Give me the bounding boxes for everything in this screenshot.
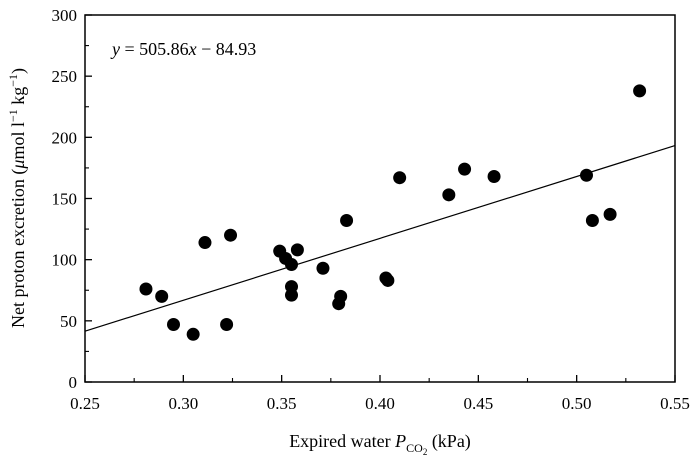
- data-point: [316, 261, 330, 275]
- y-tick-label: 0: [69, 373, 78, 392]
- data-point: [393, 171, 407, 185]
- equation-x: x: [188, 39, 197, 59]
- data-point: [442, 188, 456, 202]
- equation-intercept: − 84.93: [197, 39, 257, 59]
- data-point: [381, 273, 395, 287]
- x-tick-label: 0.25: [70, 394, 100, 413]
- data-point: [340, 214, 354, 228]
- x-tick-label: 0.55: [660, 394, 690, 413]
- data-point: [224, 228, 238, 242]
- data-point: [290, 243, 304, 257]
- y-tick-label: 150: [52, 190, 78, 209]
- data-point: [220, 318, 234, 332]
- data-point: [167, 318, 180, 332]
- y-tick-label: 100: [52, 251, 78, 270]
- data-point: [198, 236, 212, 250]
- data-point: [285, 258, 298, 272]
- data-point: [633, 84, 647, 98]
- x-tick-labels: 0.25 0.30 0.35 0.40 0.45 0.50 0.55: [70, 394, 690, 413]
- equation-slope: = 505.86: [120, 39, 189, 59]
- y-tick-label: 50: [60, 312, 77, 331]
- data-point: [458, 162, 472, 176]
- data-point: [186, 327, 200, 341]
- x-tick-label: 0.45: [463, 394, 493, 413]
- data-points: [139, 84, 647, 341]
- x-tick-label: 0.35: [267, 394, 297, 413]
- data-point: [139, 282, 153, 296]
- data-point: [155, 289, 169, 303]
- y-tick-label: 300: [52, 6, 78, 25]
- regression-line: [84, 144, 676, 332]
- equation-y: y: [110, 39, 120, 59]
- x-axis-label: Expired water PCO2 (kPa): [289, 431, 471, 456]
- axis-ticks: [84, 14, 676, 383]
- data-point: [585, 214, 599, 228]
- regression-equation: y = 505.86x − 84.93: [110, 39, 256, 59]
- data-point: [285, 288, 298, 302]
- x-tick-label: 0.50: [562, 394, 592, 413]
- x-tick-label: 0.30: [168, 394, 198, 413]
- data-point: [580, 168, 593, 182]
- y-axis-label: Net proton excretion (μmol l−1 kg−1): [6, 68, 29, 328]
- x-tick-label: 0.40: [365, 394, 395, 413]
- data-point: [334, 289, 348, 303]
- data-point: [603, 207, 617, 221]
- y-tick-labels: 0 50 100 150 200 250 300: [52, 6, 78, 392]
- y-tick-label: 250: [52, 67, 78, 86]
- data-point: [487, 169, 501, 183]
- y-tick-label: 200: [52, 128, 78, 147]
